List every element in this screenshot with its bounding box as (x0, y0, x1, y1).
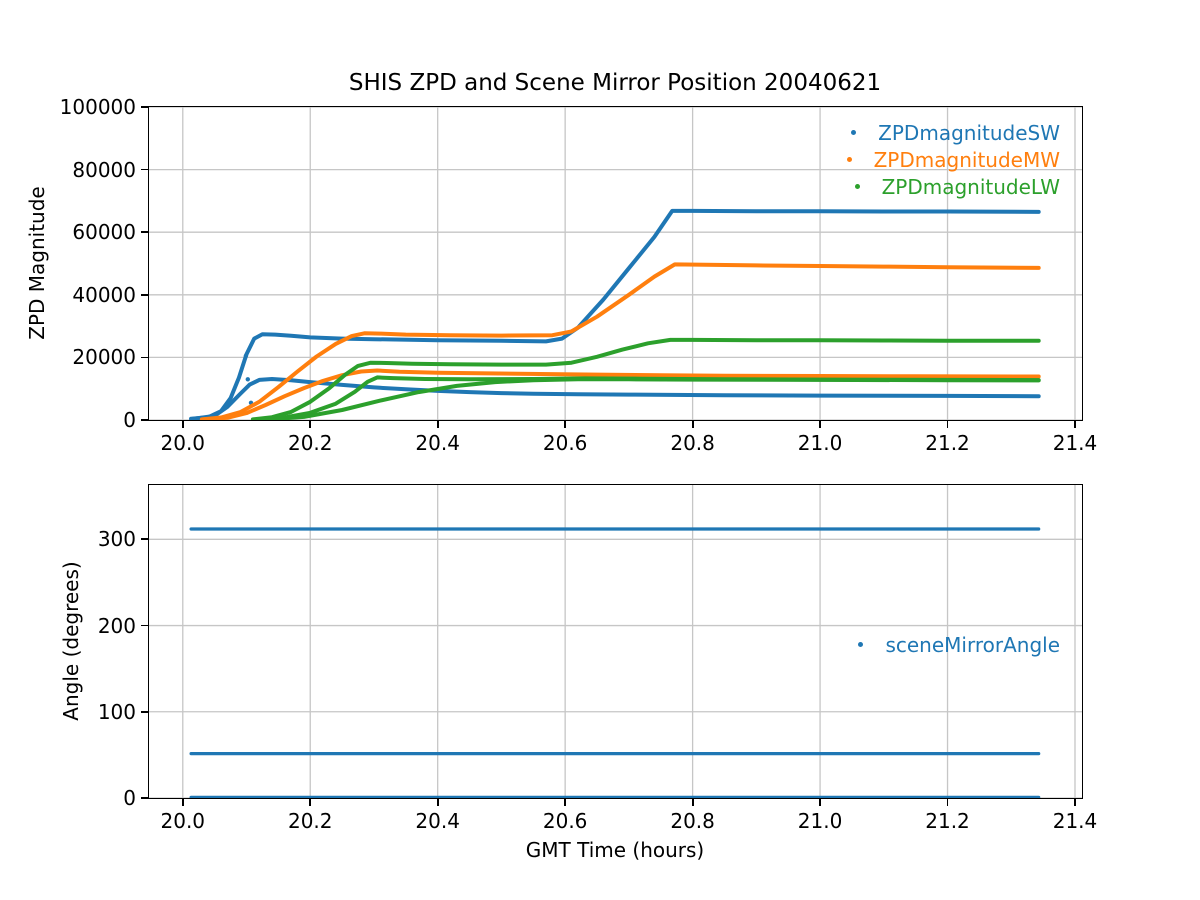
y-tick-label: 0 (123, 408, 136, 432)
x-tick-label: 20.4 (415, 809, 460, 833)
x-tick-label: 21.0 (797, 431, 843, 455)
x-tick-mark (436, 420, 439, 428)
y-tick-label: 300 (97, 527, 136, 552)
legend: ZPDmagnitudeSW ZPDmagnitudeMW ZPDmagnitude… (846, 119, 1060, 200)
stray-point-ZPDmagnitudeSW (245, 377, 250, 382)
legend-marker-icon (851, 130, 857, 135)
x-tick-mark (181, 420, 184, 428)
legend-entry-ZPDmagnitudeLW: ZPDmagnitudeLW (847, 173, 1060, 200)
series-line-ZPDmagnitudeLW (263, 377, 1041, 420)
y-tick-mark (141, 168, 149, 171)
legend-label: sceneMirrorAngle (885, 632, 1060, 657)
x-tick-label: 20.6 (542, 809, 588, 833)
top-y-axis-label: ZPD Magnitude (25, 186, 49, 340)
x-tick-label: 20.6 (542, 431, 588, 455)
chart-title: SHIS ZPD and Scene Mirror Position 20040… (348, 70, 882, 96)
legend-marker-icon (846, 157, 852, 162)
x-tick-mark (564, 798, 567, 806)
y-tick-label: 200 (97, 613, 136, 638)
x-tick-mark (691, 420, 694, 428)
x-tick-mark (691, 798, 694, 806)
series-line-ZPDmagnitudeMW (199, 262, 1041, 420)
y-tick-mark (141, 231, 149, 234)
top-plot-axes: 20.0 20.2 20.4 20.6 20.8 21.0 21.2 21.4 0 20000 40… (60, 95, 1098, 455)
y-tick-label: 60000 (72, 220, 136, 245)
y-tick-label: 0 (123, 786, 136, 810)
legend-label: ZPDmagnitudeMW (873, 147, 1060, 172)
x-tick-mark (436, 798, 439, 806)
x-tick-mark (1074, 420, 1076, 428)
x-tick-label: 21.2 (925, 809, 970, 833)
legend-label: ZPDmagnitudeLW (881, 174, 1060, 199)
plot-canvas (149, 107, 1082, 420)
y-tick-mark (141, 106, 149, 108)
x-tick-label: 21.2 (925, 431, 970, 455)
series-line-ZPDmagnitudeSW (189, 208, 1041, 420)
series-line-ZPDmagnitudeLW (250, 337, 1041, 420)
x-tick-label: 21.4 (1052, 431, 1098, 455)
x-tick-label: 20.0 (160, 431, 206, 455)
x-tick-mark (564, 420, 567, 428)
x-tick-mark (819, 798, 821, 806)
y-tick-mark (141, 710, 149, 713)
legend: sceneMirrorAngle (858, 631, 1060, 658)
x-axis-label: GMT Time (hours) (525, 838, 705, 862)
series-line-ZPDmagnitudeSW (189, 377, 1041, 420)
x-tick-mark (946, 420, 949, 428)
legend-entry-ZPDmagnitudeSW: ZPDmagnitudeSW (847, 119, 1060, 146)
y-tick-mark (141, 797, 149, 799)
x-tick-mark (309, 798, 312, 806)
bottom-y-axis-label: Angle (degrees) (59, 561, 83, 721)
legend-marker-icon (858, 642, 864, 647)
legend-marker-icon (854, 184, 860, 189)
x-tick-label: 21.4 (1052, 809, 1098, 833)
y-tick-label: 40000 (72, 282, 136, 307)
series-line-ZPDmagnitudeMW (199, 368, 1041, 420)
y-tick-mark (141, 293, 149, 296)
y-tick-mark (141, 419, 149, 421)
x-tick-label: 20.4 (415, 431, 460, 455)
y-tick-label: 100000 (59, 95, 136, 119)
series-line-ZPDmagnitudeLW (257, 375, 1041, 420)
y-tick-label: 100 (97, 699, 136, 724)
x-tick-label: 20.2 (287, 809, 333, 833)
x-tick-label: 20.8 (670, 809, 715, 833)
x-tick-mark (309, 420, 312, 428)
x-tick-mark (1074, 798, 1076, 806)
y-tick-label: 80000 (72, 157, 136, 182)
x-tick-label: 20.0 (160, 809, 206, 833)
x-tick-label: 20.2 (287, 431, 333, 455)
x-tick-mark (181, 798, 184, 806)
x-tick-mark (946, 798, 949, 806)
y-tick-label: 20000 (72, 345, 136, 370)
x-tick-label: 20.8 (670, 431, 715, 455)
x-tick-label: 21.0 (797, 809, 843, 833)
legend-entry-ZPDmagnitudeMW: ZPDmagnitudeMW (846, 146, 1060, 173)
y-tick-mark (141, 356, 149, 359)
legend-label: ZPDmagnitudeSW (878, 120, 1060, 145)
x-tick-mark (819, 420, 821, 428)
bottom-plot-axes: 20.0 20.2 20.4 20.6 20.8 21.0 21.2 21.4 0 100 200 3… (98, 484, 1097, 833)
y-tick-mark (141, 538, 149, 541)
plot-canvas (149, 485, 1082, 798)
stray-point-ZPDmagnitudeSW (243, 353, 249, 358)
legend-entry-sceneMirrorAngle: sceneMirrorAngle (858, 631, 1060, 658)
y-tick-mark (141, 624, 149, 627)
